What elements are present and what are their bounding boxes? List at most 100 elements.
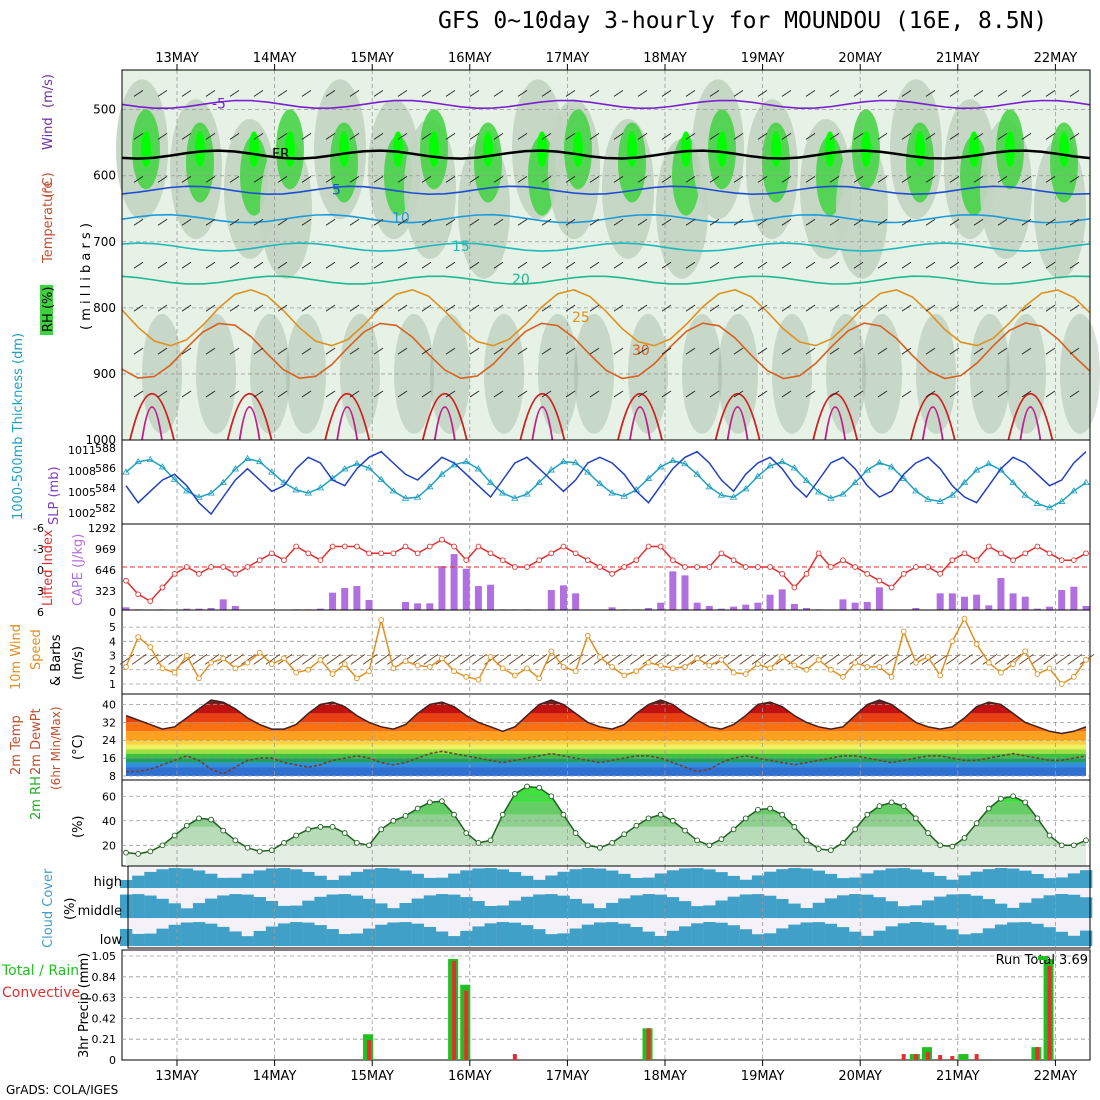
rh-shade-saturated (195, 131, 205, 168)
slp-tick-label: 1005 (68, 486, 96, 499)
rh2m-series-point (475, 839, 482, 846)
wind-barb (469, 347, 480, 355)
wind10-barb (472, 654, 487, 665)
rh2m-series-point (900, 803, 907, 809)
precip-tick-label: 0.42 (92, 1012, 117, 1025)
wind-barb (349, 261, 360, 269)
cloud-cell (508, 900, 522, 918)
cloud-cell (982, 899, 996, 918)
wind-barb (1021, 175, 1032, 183)
wind-barb (733, 261, 744, 269)
wind10-barb (970, 654, 985, 665)
slp-series (125, 450, 1087, 516)
cape-bar (487, 584, 495, 610)
wind-barb (589, 304, 600, 312)
wind-barb (133, 390, 144, 398)
cloud-cell (764, 933, 777, 946)
thickness-series-point (900, 474, 908, 481)
rh2m-series-point (621, 831, 628, 838)
cloud-cell (229, 894, 242, 918)
cloud-cell (885, 868, 898, 888)
wind10-speed-series-point (281, 655, 287, 662)
rh-shade-saturated (825, 131, 835, 168)
cloud-cell (192, 903, 206, 918)
wind-barb (901, 90, 912, 97)
thickness-tick-label: 586 (95, 462, 116, 475)
cloud-cell (970, 895, 983, 918)
wind-barb (1045, 261, 1056, 269)
rh2m-series-point (815, 846, 822, 852)
cloud-cell (946, 894, 959, 918)
precip-convective-bar (1047, 965, 1052, 1060)
wind-barb (229, 90, 240, 97)
cloud-cell (958, 875, 971, 888)
wind-barb (325, 261, 336, 269)
thickness-tick-label: 584 (95, 482, 116, 495)
wind-barb (733, 218, 744, 226)
thickness-series-point (814, 488, 823, 495)
thickness-series (125, 457, 1087, 509)
thickness-series-point (268, 468, 276, 475)
lifted-index-series-point (1083, 550, 1089, 557)
date-label-top: 21MAY (936, 51, 980, 66)
cloud-cell (120, 894, 133, 918)
date-label-bottom: 22MAY (1034, 1069, 1078, 1084)
lifted-index-series-point (414, 550, 421, 557)
date-label-bottom: 15MAY (350, 1069, 394, 1084)
wind-barb (1069, 90, 1080, 97)
minmax-axis-label: (6hr Min/Max) (49, 707, 63, 791)
cloud-cell (922, 900, 935, 918)
temp-band (126, 704, 1086, 714)
wind-barb (1045, 304, 1056, 312)
rh2m-series-point (1010, 793, 1016, 800)
rh2m-series-point (888, 799, 895, 806)
rh2m-series-point (305, 826, 312, 833)
cloud-cell (654, 873, 667, 888)
date-label-bottom: 17MAY (546, 1069, 590, 1084)
cloud-cell (849, 894, 862, 918)
cloud-cell (423, 926, 437, 946)
rh2m-series-point (499, 811, 506, 818)
cloud-cell (678, 868, 692, 888)
wind-barb (757, 304, 768, 312)
wind-barb (829, 90, 840, 97)
thickness-series-point (729, 493, 738, 500)
wind-barb (781, 90, 792, 97)
wind10-barb (982, 654, 998, 665)
cloud-cell (144, 871, 157, 888)
rh2m-series-point (378, 826, 385, 833)
rh-shade-saturated (483, 131, 493, 168)
wind-barb (397, 218, 408, 226)
rh2m-series-point (208, 816, 214, 823)
lifted-tick-label: -6 (33, 522, 44, 535)
wind-barb (493, 90, 504, 97)
date-label-top: 17MAY (546, 51, 590, 66)
thickness-series-point (717, 491, 726, 498)
rh2m-series-point (973, 820, 980, 827)
rh-shade-saturated (627, 131, 637, 168)
cape-bar (705, 606, 713, 610)
rh2m-series-point (426, 799, 433, 806)
wind10-barb (253, 654, 268, 665)
cloud-cell (922, 922, 935, 946)
slp-axis-label: SLP (mb) (47, 466, 62, 525)
wind10-speed-series-point (584, 632, 591, 639)
cloud-cell (192, 922, 206, 946)
wind10-speed-series-point (645, 659, 652, 666)
precip-convective-bar (913, 1054, 918, 1060)
wind-barb (709, 133, 720, 140)
cape-tick-label: 646 (95, 564, 116, 577)
wind-barb (421, 133, 432, 140)
wind10-speed-series-point (949, 638, 956, 645)
wind-barb (829, 347, 840, 355)
thickness-tick-label: 588 (95, 442, 116, 455)
lifted-index-series-point (840, 557, 846, 564)
rh2m-series-point (1070, 842, 1077, 849)
wind10-barb (848, 654, 864, 665)
rh2m-series-point (354, 839, 360, 846)
wind-barb (781, 304, 792, 312)
cloud-cell (302, 922, 315, 946)
wind-barb (613, 133, 624, 140)
lifted-index-series-point (123, 577, 129, 584)
wind-barb (253, 261, 264, 269)
